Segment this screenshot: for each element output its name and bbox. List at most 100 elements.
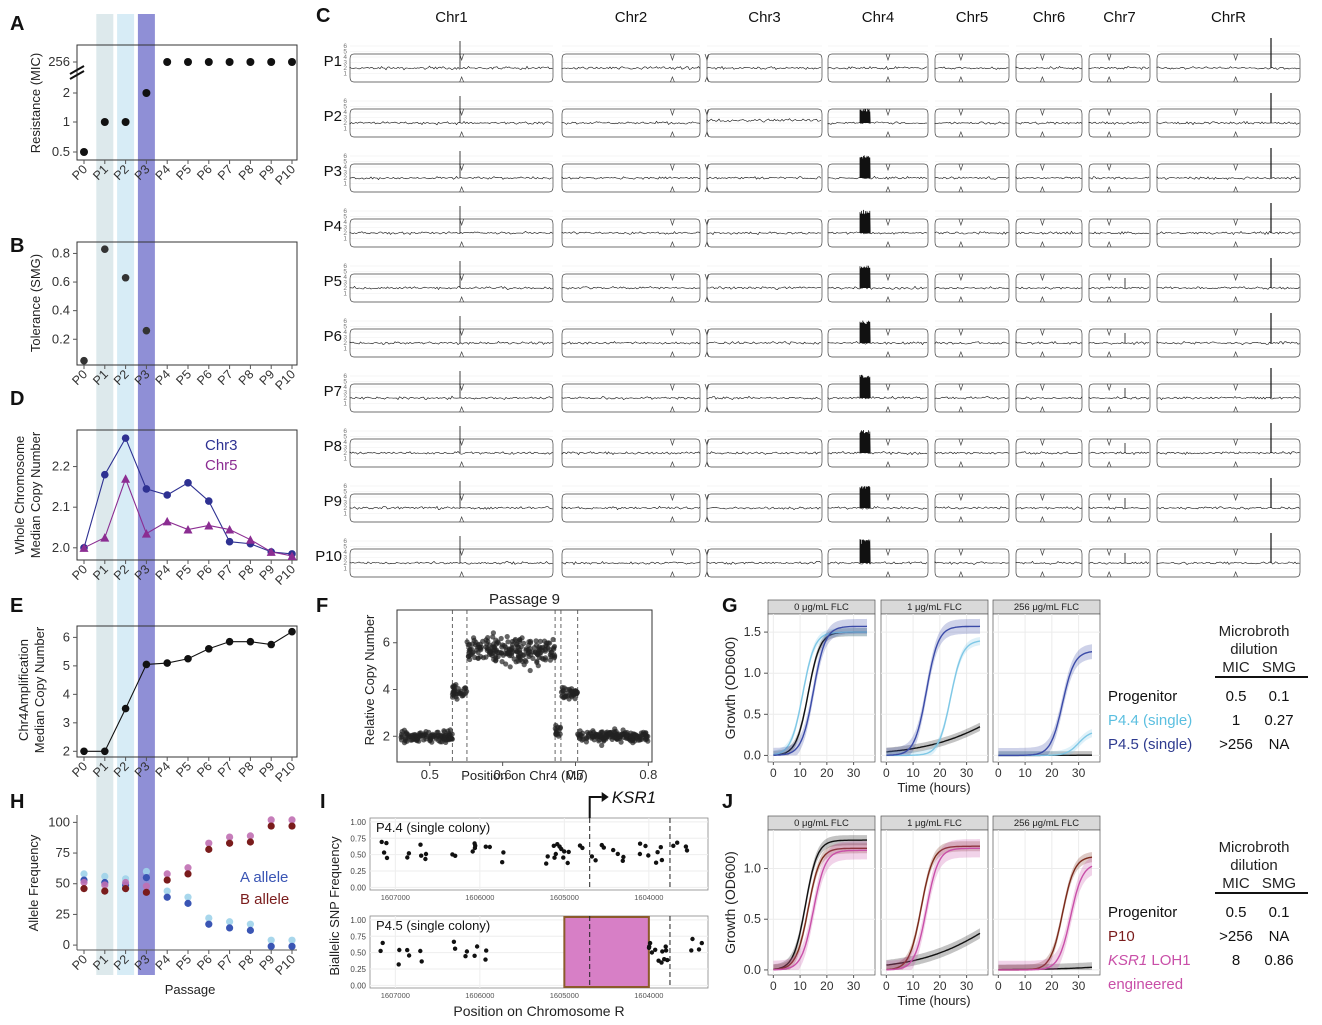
chr4-amplification [859, 429, 871, 454]
data-point [493, 637, 499, 643]
data-point [101, 747, 109, 756]
snp-point [589, 854, 595, 859]
facet-label: P4.4 (single colony) [376, 820, 490, 835]
copy-number-trace [1156, 561, 1300, 565]
growth-curve [773, 631, 867, 756]
snp-point [452, 946, 458, 951]
karyotype-cell [704, 45, 823, 83]
y-tick-label: 1 [343, 456, 347, 463]
data-point [121, 704, 130, 713]
centromere-mark [1106, 241, 1112, 248]
centromere-mark [885, 548, 891, 557]
panel-letter-a: A [10, 13, 24, 35]
y-axis-title-line1: Chr4Amplification [16, 639, 31, 741]
data-point [504, 634, 510, 640]
data-point [466, 654, 472, 660]
data-point [121, 118, 130, 126]
centromere-mark [1233, 571, 1238, 578]
y-tick-label: 0.75 [350, 834, 366, 843]
loh-region [563, 916, 650, 988]
centromere-mark [670, 53, 675, 62]
plot-frame [76, 241, 298, 366]
copy-number-trace [1015, 230, 1083, 235]
data-point [464, 639, 470, 645]
snp-point [565, 860, 570, 866]
data-point [245, 535, 255, 544]
chromosome-outline [1088, 493, 1151, 523]
karyotype-cell [827, 539, 929, 578]
data-point [142, 660, 151, 669]
copy-number-trace [1088, 286, 1150, 290]
copy-number-trace [934, 66, 1009, 70]
chromosome-outline [706, 108, 823, 138]
x-tick-label: 20 [1045, 766, 1059, 780]
x-tick-label: 0.6 [494, 767, 512, 782]
centromere-mark [885, 273, 891, 282]
table-cell-mic: 0.5 [1226, 688, 1247, 705]
chromosome-header: Chr1 [435, 9, 468, 26]
chromosome-outline [561, 438, 701, 468]
chromosome-outline [827, 438, 929, 468]
karyotype-cell [1156, 148, 1301, 193]
centromere-mark [1106, 53, 1112, 62]
data-point [557, 724, 564, 731]
data-point [584, 729, 590, 735]
centromere-mark [704, 186, 710, 193]
snp-point [379, 839, 384, 845]
legend-label: A allele [240, 869, 288, 886]
copy-number-trace [827, 285, 928, 290]
data-point [526, 653, 532, 660]
data-point [589, 734, 595, 740]
centromere-mark [670, 273, 675, 282]
table-cell-smg: 0.27 [1264, 712, 1293, 729]
y-axis-title: Relative Copy Number [362, 614, 377, 745]
data-point [551, 646, 557, 652]
copy-number-trace [827, 121, 927, 125]
table-cell-smg: 0.1 [1269, 904, 1290, 921]
x-tick-label: 1604000 [634, 991, 663, 1000]
snp-point [658, 845, 663, 850]
chromosome-outline [1156, 328, 1301, 358]
snp-point [472, 953, 477, 958]
chromosome-outline [1088, 53, 1151, 83]
chromosome-outline [1015, 163, 1083, 193]
karyotype-cell [934, 375, 1010, 413]
y-tick-label: 3 [343, 390, 347, 397]
centromere-mark [1233, 493, 1238, 502]
x-axis-title: Time (hours) [897, 780, 970, 795]
y-tick-label: 3 [343, 335, 347, 342]
growth-curve [886, 625, 981, 756]
y-tick-label: 2.0 [52, 540, 70, 555]
centromere-mark [459, 571, 464, 578]
data-point [552, 652, 558, 658]
chromosome-outline [706, 163, 823, 193]
karyotype-cell [1156, 93, 1301, 138]
data-point [628, 738, 634, 744]
snp-point [551, 843, 556, 848]
row-label: P10 [315, 548, 342, 565]
x-axis-title: Position on Chromosome R [453, 1003, 624, 1019]
karyotype-cell [561, 375, 701, 413]
data-point [645, 738, 651, 744]
data-point [503, 644, 509, 650]
data-point [498, 635, 504, 642]
table-cell-mic: 8 [1232, 952, 1240, 969]
data-point [507, 664, 513, 670]
centromere-mark [704, 438, 710, 447]
chromosome-outline [349, 438, 554, 468]
panel-letter-d: D [10, 388, 24, 410]
chromosome-outline [827, 548, 929, 578]
chr4-amplification [859, 108, 871, 124]
table-cell-smg: 0.1 [1269, 688, 1290, 705]
centromere-mark [1040, 241, 1045, 248]
passage-highlight-p2 [117, 192, 135, 400]
gene-arrow [588, 796, 602, 818]
data-point [399, 728, 405, 735]
x-tick-label: P5 [173, 162, 194, 183]
centromere-mark [1233, 53, 1238, 62]
karyotype-cell [1156, 368, 1301, 413]
